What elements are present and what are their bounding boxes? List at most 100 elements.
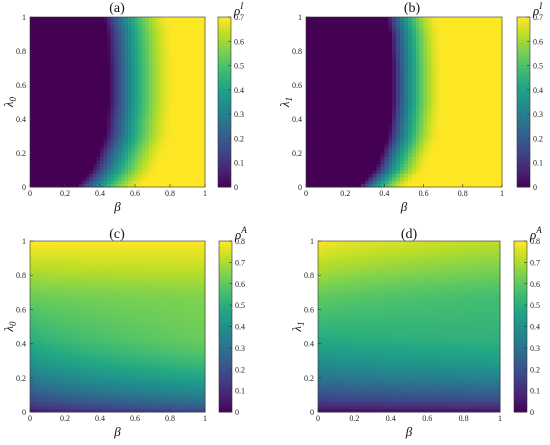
- heatmap-cell: [435, 125, 440, 130]
- heatmap-cell: [72, 23, 77, 28]
- colorbar-segment: [218, 104, 231, 109]
- heatmap-cell: [79, 125, 84, 130]
- heatmap-cell: [435, 95, 440, 100]
- heatmap-cell: [443, 183, 448, 188]
- heatmap-cell: [61, 163, 66, 168]
- heatmap-cell: [170, 163, 175, 168]
- heatmap-cell: [404, 183, 409, 188]
- heatmap-cell: [404, 27, 409, 32]
- heatmap-cell: [415, 20, 421, 25]
- heatmap-cell: [466, 57, 472, 62]
- heatmap-cell: [191, 20, 196, 25]
- heatmap-cell: [486, 170, 491, 174]
- heatmap-cell: [384, 105, 389, 110]
- heatmap-cell: [443, 115, 448, 120]
- heatmap-cell: [353, 102, 358, 106]
- heatmap-cell: [107, 119, 112, 123]
- heatmap-cell: [396, 27, 401, 32]
- heatmap-cell: [392, 102, 397, 106]
- heatmap-cell: [411, 85, 417, 89]
- heatmap-cell: [353, 115, 358, 120]
- heatmap-cell: [124, 142, 129, 147]
- heatmap-cell: [376, 51, 382, 55]
- heatmap-cell: [364, 125, 370, 130]
- heatmap-cell: [431, 180, 436, 185]
- heatmap-cell: [173, 47, 178, 52]
- heatmap-cell: [187, 183, 192, 188]
- heatmap-cell: [482, 51, 487, 55]
- heatmap-cell: [447, 176, 452, 181]
- heatmap-cell: [364, 156, 370, 161]
- heatmap-cell: [170, 149, 175, 154]
- heatmap-cell: [392, 74, 397, 79]
- heatmap-cell: [364, 17, 370, 21]
- heatmap-cell: [30, 183, 35, 188]
- heatmap-cell: [407, 85, 413, 89]
- heatmap-cell: [191, 74, 196, 79]
- heatmap-cell: [170, 95, 175, 100]
- heatmap-cell: [135, 136, 140, 140]
- heatmap-cell: [124, 40, 129, 45]
- heatmap-cell: [419, 85, 425, 89]
- heatmap-cell: [376, 180, 382, 185]
- heatmap-cell: [86, 125, 91, 130]
- heatmap-cell: [201, 159, 206, 164]
- heatmap-cell: [135, 61, 140, 66]
- heatmap-cell: [321, 166, 327, 171]
- heatmap-cell: [159, 132, 164, 137]
- heatmap-cell: [419, 81, 425, 86]
- heatmap-cell: [135, 78, 140, 83]
- heatmap-cell: [86, 122, 91, 127]
- heatmap-cell: [443, 98, 448, 103]
- heatmap-cell: [89, 20, 94, 25]
- heatmap-cell: [61, 74, 66, 79]
- heatmap-cell: [376, 183, 382, 188]
- heatmap-cell: [306, 95, 311, 100]
- heatmap-cell: [404, 163, 409, 168]
- heatmap-cell: [170, 81, 175, 86]
- heatmap-cell: [180, 74, 185, 79]
- heatmap-cell: [392, 115, 397, 120]
- heatmap-cell: [37, 119, 42, 123]
- heatmap-cell: [82, 23, 87, 28]
- heatmap-cell: [321, 68, 327, 72]
- heatmap-cell: [191, 163, 196, 168]
- heatmap-cell: [353, 23, 358, 28]
- heatmap-cell: [392, 17, 397, 21]
- heatmap-cell: [128, 61, 133, 66]
- heatmap-cell: [47, 173, 52, 178]
- heatmap-cell: [142, 47, 147, 52]
- heatmap-cell: [135, 23, 140, 28]
- heatmap-cell: [166, 95, 171, 100]
- heatmap-cell: [187, 142, 192, 147]
- heatmap-cell: [345, 51, 350, 55]
- heatmap-cell: [61, 68, 66, 72]
- heatmap-cell: [337, 146, 342, 151]
- heatmap-cell: [306, 173, 311, 178]
- heatmap-cell: [478, 112, 483, 117]
- heatmap-cell: [142, 173, 147, 178]
- heatmap-cell: [152, 146, 157, 151]
- heatmap-cell: [470, 105, 476, 110]
- heatmap-cell: [40, 85, 45, 89]
- heatmap-cell: [388, 30, 393, 35]
- heatmap-cell: [33, 85, 38, 89]
- heatmap-cell: [121, 146, 126, 151]
- heatmap-cell: [309, 88, 315, 93]
- heatmap-cell: [145, 27, 150, 32]
- heatmap-cell: [89, 98, 94, 103]
- heatmap-cell: [470, 102, 476, 106]
- heatmap-cell: [30, 54, 35, 59]
- heatmap-cell: [325, 68, 331, 72]
- heatmap-cell: [337, 68, 342, 72]
- heatmap-cell: [376, 108, 382, 113]
- heatmap-cell: [138, 146, 143, 151]
- heatmap-cell: [349, 71, 354, 76]
- heatmap-cell: [427, 125, 433, 130]
- heatmap-cell: [187, 180, 192, 185]
- heatmap-cell: [47, 51, 52, 55]
- heatmap-cell: [117, 166, 122, 171]
- heatmap-cell: [194, 102, 199, 106]
- heatmap-cell: [135, 142, 140, 147]
- heatmap-cell: [384, 40, 389, 45]
